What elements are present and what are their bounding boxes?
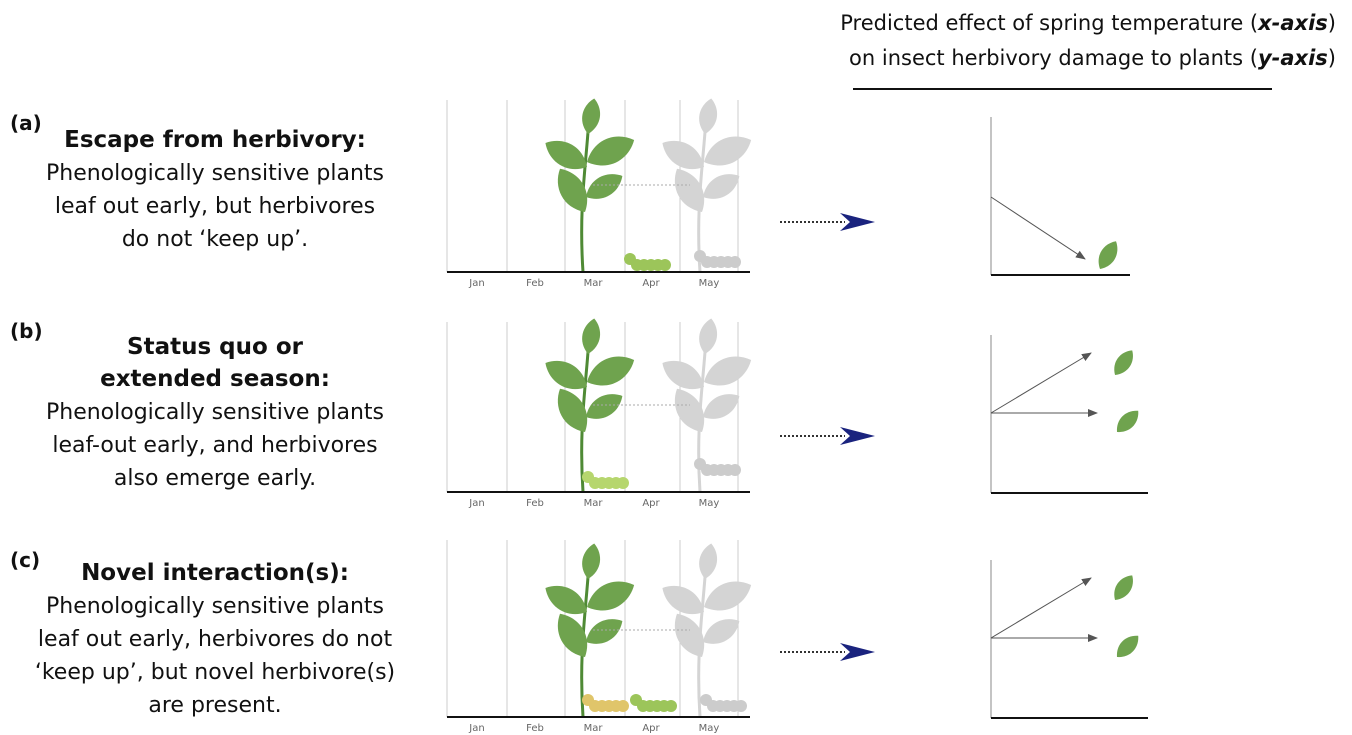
leaf: [703, 394, 740, 419]
month-label: Feb: [526, 498, 544, 509]
arrow-head: [840, 213, 875, 231]
leaf: [545, 360, 587, 389]
trend-arrow: [990, 196, 1086, 260]
leaf: [1114, 575, 1133, 600]
leaf: [1116, 410, 1139, 433]
leaf: [674, 168, 705, 212]
panel-text: Phenologically sensitive plants: [46, 594, 384, 619]
month-label: Mar: [584, 278, 604, 289]
header-axis: x-axis: [1257, 11, 1328, 35]
leaf: [557, 168, 588, 212]
leaf: [703, 174, 740, 199]
leaf: [662, 140, 704, 169]
header-text: on insect herbivory damage to plants (: [849, 46, 1258, 70]
panel-label: (b): [10, 319, 43, 343]
leaf: [582, 543, 601, 579]
month-label: Apr: [642, 278, 660, 289]
arrow-head: [840, 643, 875, 661]
header-text: Predicted effect of spring temperature (: [840, 11, 1258, 35]
leaf: [582, 98, 601, 134]
leaf: [704, 581, 752, 611]
leaf: [587, 581, 635, 611]
caterpillar-segment: [659, 259, 671, 271]
header-text: ): [1328, 11, 1336, 35]
month-label: May: [699, 498, 720, 509]
month-label: Apr: [642, 723, 660, 734]
leaf: [662, 360, 704, 389]
panel-title: Status quo or: [127, 334, 304, 360]
month-label: May: [699, 723, 720, 734]
panel-text: Phenologically sensitive plants: [46, 400, 384, 425]
panel-text: Phenologically sensitive plants: [46, 161, 384, 186]
leaf: [586, 619, 623, 644]
leaf: [704, 136, 752, 166]
panel-text: are present.: [148, 693, 281, 718]
arrow-head: [840, 427, 875, 445]
month-label: Apr: [642, 498, 660, 509]
panel-text: ‘keep up’, but novel herbivore(s): [35, 660, 395, 685]
month-label: Feb: [526, 723, 544, 734]
caterpillar-segment: [735, 700, 747, 712]
panel-text: do not ‘keep up’.: [122, 227, 308, 252]
leaf: [704, 356, 752, 386]
leaf: [1114, 350, 1133, 375]
leaf: [699, 98, 718, 134]
leaf: [703, 619, 740, 644]
leaf: [582, 318, 601, 354]
caterpillar-segment: [665, 700, 677, 712]
leaf: [545, 140, 587, 169]
panel-label: (a): [10, 111, 42, 135]
leaf: [699, 543, 718, 579]
panel-text: leaf out early, herbivores do not: [38, 627, 393, 652]
leaf: [1116, 635, 1139, 658]
leaf: [587, 356, 635, 386]
month-label: Jan: [468, 723, 484, 734]
trend-arrow: [990, 577, 1092, 639]
leaf: [586, 174, 623, 199]
leaf: [557, 388, 588, 432]
month-label: Jan: [468, 498, 484, 509]
header-axis: y-axis: [1258, 46, 1328, 70]
panel-text: leaf-out early, and herbivores: [52, 433, 377, 458]
header-text: ): [1328, 46, 1336, 70]
leaf: [545, 585, 587, 614]
panel-title: Novel interaction(s):: [81, 560, 349, 586]
header-line: Predicted effect of spring temperature (…: [840, 11, 1336, 35]
leaf: [674, 613, 705, 657]
panel-title: extended season:: [100, 366, 330, 392]
leaf: [586, 394, 623, 419]
caterpillar-segment: [729, 464, 741, 476]
panel-text: also emerge early.: [114, 466, 316, 491]
month-label: Mar: [584, 498, 604, 509]
leaf: [662, 585, 704, 614]
trend-arrow: [990, 352, 1092, 414]
month-label: Feb: [526, 278, 544, 289]
panel-title: Escape from herbivory:: [64, 127, 366, 153]
panel-text: leaf out early, but herbivores: [55, 194, 375, 219]
leaf: [587, 136, 635, 166]
month-label: Jan: [468, 278, 484, 289]
panel-label: (c): [10, 548, 40, 572]
leaf: [699, 318, 718, 354]
caterpillar-segment: [729, 256, 741, 268]
month-label: Mar: [584, 723, 604, 734]
caterpillar-segment: [617, 477, 629, 489]
leaf: [1098, 241, 1118, 269]
header-line: on insect herbivory damage to plants (y-…: [849, 46, 1336, 70]
leaf: [557, 613, 588, 657]
leaf: [674, 388, 705, 432]
caterpillar-segment: [617, 700, 629, 712]
month-label: May: [699, 278, 720, 289]
